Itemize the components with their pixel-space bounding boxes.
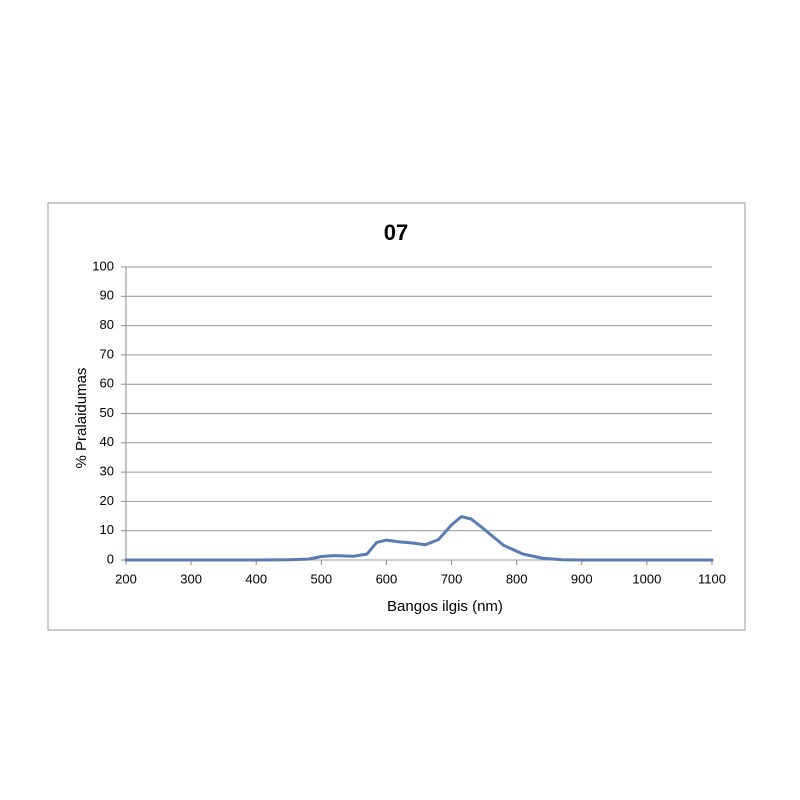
y-tick-label: 20 bbox=[100, 493, 114, 508]
y-tick-label: 30 bbox=[100, 464, 114, 479]
x-tick-label: 1100 bbox=[698, 571, 726, 586]
x-tick-label: 400 bbox=[245, 571, 267, 586]
y-tick-label: 40 bbox=[100, 434, 114, 449]
x-tick-label: 500 bbox=[310, 571, 332, 586]
x-tick-label: 1000 bbox=[632, 571, 661, 586]
y-tick-label: 80 bbox=[100, 317, 114, 332]
y-tick-label: 10 bbox=[100, 522, 114, 537]
x-tick-label: 600 bbox=[376, 571, 398, 586]
y-tick-label: 50 bbox=[100, 405, 114, 420]
y-axis-label: % Pralaidumas bbox=[73, 368, 90, 469]
x-tick-label: 200 bbox=[115, 571, 137, 586]
y-tick-label: 60 bbox=[100, 376, 114, 391]
x-tick-label: 900 bbox=[571, 571, 593, 586]
x-axis-label: Bangos ilgis (nm) bbox=[387, 598, 503, 615]
x-tick-label: 800 bbox=[506, 571, 528, 586]
y-tick-label: 0 bbox=[107, 551, 114, 566]
chart-title: 07 bbox=[384, 220, 408, 245]
x-tick-label: 700 bbox=[441, 571, 463, 586]
y-tick-label: 90 bbox=[100, 288, 114, 303]
x-tick-label: 300 bbox=[180, 571, 202, 586]
data-line bbox=[124, 515, 714, 562]
y-tick-label: 70 bbox=[100, 346, 114, 361]
y-tick-label: 100 bbox=[92, 258, 114, 273]
